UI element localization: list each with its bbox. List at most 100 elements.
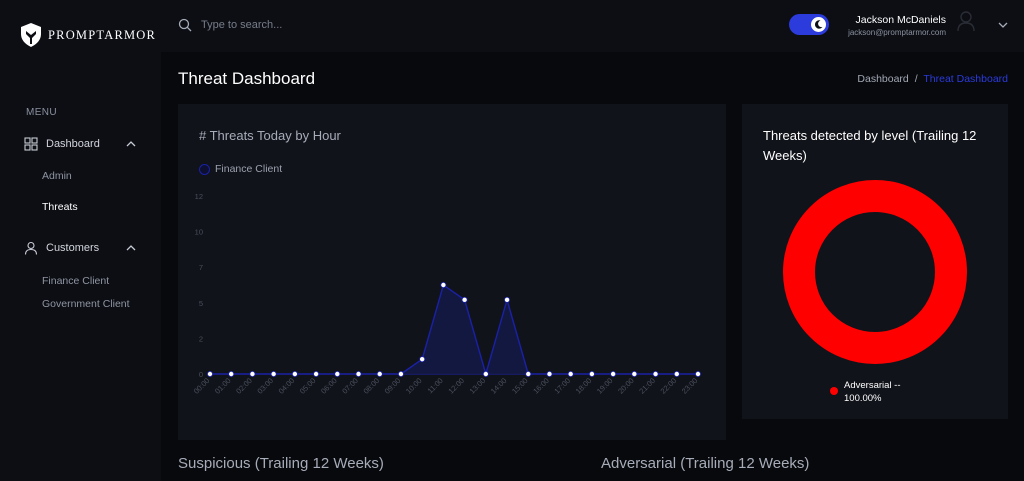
adversarial-section-title: Adversarial (Trailing 12 Weeks) xyxy=(601,455,810,472)
sidebar-item-threats[interactable]: Threats xyxy=(42,201,78,213)
chart-legend-item[interactable]: Finance Client xyxy=(199,163,282,175)
toggle-knob xyxy=(811,17,826,32)
x-tick-label: 15:00 xyxy=(510,376,530,396)
top-bar: Jackson McDaniels jackson@promptarmor.co… xyxy=(161,0,1024,52)
brand-name: PROMPTARMOR xyxy=(48,27,157,42)
data-point[interactable] xyxy=(631,370,638,377)
data-point[interactable] xyxy=(228,370,235,377)
sidebar-item-admin[interactable]: Admin xyxy=(42,170,72,182)
y-tick-label: 0 xyxy=(199,370,203,379)
data-point[interactable] xyxy=(695,370,702,377)
x-tick-label: 00:00 xyxy=(192,376,212,396)
x-tick-label: 16:00 xyxy=(531,376,551,396)
sidebar-item-customers[interactable]: Customers xyxy=(24,241,136,255)
threats-by-level-card: Threats detected by level (Trailing 12 W… xyxy=(742,104,1008,419)
x-tick-label: 22:00 xyxy=(659,376,679,396)
threats-by-hour-chart: 0 2 5 7 10 12 00:00 01:00 02:00 03:00 04:00 05:00 06… xyxy=(192,192,702,396)
x-tick-label: 13:00 xyxy=(468,376,488,396)
x-tick-label: 11:00 xyxy=(426,376,445,395)
brand-logo[interactable]: PROMPTARMOR xyxy=(20,22,156,48)
legend-label: Finance Client xyxy=(215,163,283,175)
data-point[interactable] xyxy=(525,370,532,377)
data-point[interactable] xyxy=(397,370,404,377)
breadcrumb-home-link[interactable]: Dashboard xyxy=(857,73,909,85)
moon-icon xyxy=(814,20,823,29)
chevron-up-icon[interactable] xyxy=(126,139,136,149)
data-point[interactable] xyxy=(291,370,298,377)
data-point[interactable] xyxy=(206,370,213,377)
x-tick-label: 01:00 xyxy=(213,376,233,396)
search-input[interactable] xyxy=(201,16,501,34)
data-point[interactable] xyxy=(610,370,617,377)
y-tick-label: 5 xyxy=(199,299,203,308)
y-tick-label: 2 xyxy=(199,334,203,343)
series-area xyxy=(210,285,698,374)
user-name: Jackson McDaniels xyxy=(855,14,946,26)
data-point[interactable] xyxy=(461,296,468,303)
grid-icon xyxy=(24,137,38,151)
donut-slice-adversarial[interactable] xyxy=(783,180,967,364)
donut-legend-item[interactable]: Adversarial -- 100.00% xyxy=(830,379,914,405)
breadcrumb: Dashboard / Threat Dashboard xyxy=(857,73,1008,85)
data-point[interactable] xyxy=(482,370,489,377)
data-point[interactable] xyxy=(355,370,362,377)
series-line xyxy=(210,283,698,377)
data-point[interactable] xyxy=(567,370,574,377)
chevron-down-icon[interactable] xyxy=(998,21,1008,29)
x-tick-label: 04:00 xyxy=(277,376,297,396)
chart-title: Threats detected by level (Trailing 12 W… xyxy=(763,128,977,163)
data-point[interactable] xyxy=(504,296,511,303)
search-icon xyxy=(178,18,192,32)
sidebar-item-government-client[interactable]: Government Client xyxy=(42,298,130,310)
x-tick-label: 19:00 xyxy=(595,376,615,396)
page-title: Threat Dashboard xyxy=(178,69,316,88)
y-tick-label: 7 xyxy=(199,263,203,272)
data-point[interactable] xyxy=(249,370,256,377)
breadcrumb-separator: / xyxy=(914,73,918,85)
y-tick-label: 12 xyxy=(195,192,203,201)
sidebar-item-label: Dashboard xyxy=(46,138,100,150)
legend-marker xyxy=(199,163,210,175)
dark-mode-toggle[interactable] xyxy=(789,14,829,35)
x-tick-label: 08:00 xyxy=(362,376,382,396)
threats-by-hour-card: # Threats Today by Hour Finance Client 0… xyxy=(178,104,726,440)
x-tick-label: 20:00 xyxy=(616,376,636,396)
data-point[interactable] xyxy=(376,370,383,377)
x-tick-label: 02:00 xyxy=(234,376,254,396)
sidebar-item-dashboard[interactable]: Dashboard xyxy=(24,137,136,151)
sidebar: PROMPTARMOR MENU Dashboard Admin Threats… xyxy=(0,0,161,481)
x-tick-label: 14:00 xyxy=(489,376,509,396)
threats-by-level-donut xyxy=(783,180,967,364)
chevron-up-icon[interactable] xyxy=(126,243,136,253)
x-tick-label: 21:00 xyxy=(637,376,657,396)
legend-label: Adversarial -- 100.00% xyxy=(844,380,901,404)
data-point[interactable] xyxy=(440,282,447,289)
user-email: jackson@promptarmor.com xyxy=(848,28,946,37)
data-point[interactable] xyxy=(270,370,277,377)
x-tick-label: 07:00 xyxy=(340,376,360,396)
menu-label: MENU xyxy=(26,107,58,118)
x-tick-label: 23:00 xyxy=(680,376,700,396)
data-point[interactable] xyxy=(673,370,680,377)
x-tick-label: 05:00 xyxy=(298,376,318,396)
suspicious-section-title: Suspicious (Trailing 12 Weeks) xyxy=(178,455,384,472)
data-point[interactable] xyxy=(334,370,341,377)
data-point[interactable] xyxy=(546,370,553,377)
data-point[interactable] xyxy=(313,370,320,377)
chart-title: # Threats Today by Hour xyxy=(199,128,341,143)
breadcrumb-current: Threat Dashboard xyxy=(923,73,1008,85)
sidebar-item-label: Customers xyxy=(46,242,100,254)
y-tick-label: 10 xyxy=(195,228,203,237)
legend-marker xyxy=(830,387,838,395)
sidebar-item-finance-client[interactable]: Finance Client xyxy=(42,275,110,287)
x-tick-label: 06:00 xyxy=(319,376,339,396)
x-tick-label: 10:00 xyxy=(404,376,424,396)
data-point[interactable] xyxy=(652,370,659,377)
x-tick-label: 17:00 xyxy=(552,376,572,396)
x-tick-label: 09:00 xyxy=(383,376,403,396)
avatar[interactable] xyxy=(956,10,976,32)
data-point[interactable] xyxy=(588,370,595,377)
x-tick-label: 18:00 xyxy=(574,376,594,396)
x-tick-label: 12:00 xyxy=(446,376,466,396)
data-point[interactable] xyxy=(419,356,426,363)
